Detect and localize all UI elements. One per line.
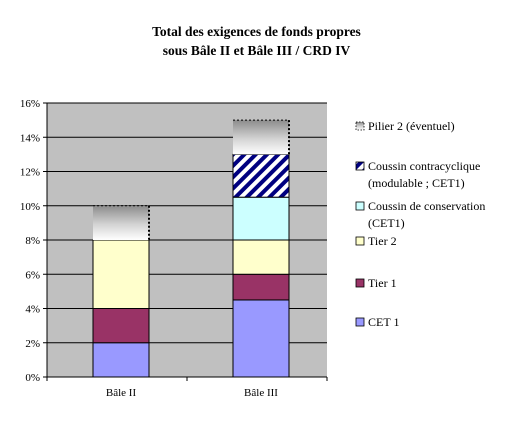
bar-segment-1-1 xyxy=(92,342,150,378)
chart-title-line-2: sous Bâle II et Bâle III / CRD IV xyxy=(162,43,351,58)
legend-item: Tier 2 xyxy=(355,234,397,248)
bar-segment-2-6 xyxy=(233,120,289,155)
bar-segment-2-4 xyxy=(232,196,290,241)
bar-segment-2-2 xyxy=(232,273,290,301)
y-tick-label: 16% xyxy=(20,98,40,110)
legend-swatch xyxy=(355,161,365,171)
legend-label: (CET1) xyxy=(368,216,405,230)
legend-label: CET 1 xyxy=(368,315,399,329)
y-tick-label: 2% xyxy=(25,338,40,350)
y-tick-label: 4% xyxy=(25,304,40,316)
legend-label: Coussin de conservation xyxy=(368,199,485,213)
legend-item: Coussin de conservation (CET1) xyxy=(355,199,485,230)
y-tick-label: 10% xyxy=(20,201,40,213)
bar-segment-1-2 xyxy=(92,308,150,344)
x-tick-label: Bâle III xyxy=(244,387,278,399)
y-tick-label: 8% xyxy=(25,235,40,247)
y-tick-label: 6% xyxy=(25,269,40,281)
legend-swatch xyxy=(355,121,365,131)
bar-segment-1-3 xyxy=(92,239,150,309)
legend-swatch xyxy=(355,317,365,327)
y-tick-label: 0% xyxy=(25,372,40,384)
legend-label: Tier 1 xyxy=(368,276,397,290)
chart-title-line-1: Total des exigences de fonds propres xyxy=(152,24,361,39)
bar-segment-2-3 xyxy=(232,239,290,275)
x-tick-label: Bâle II xyxy=(106,387,137,399)
legend-label: Pilier 2 (éventuel) xyxy=(368,119,455,133)
legend-item: Tier 1 xyxy=(355,276,397,290)
bar-segment-1-6 xyxy=(93,205,149,240)
legend-swatch xyxy=(355,236,365,246)
legend-label: Coussin contracyclique xyxy=(368,159,480,173)
legend-label: Tier 2 xyxy=(368,234,397,248)
y-tick-label: 12% xyxy=(20,167,40,179)
chart-title: Total des exigences de fonds propres sou… xyxy=(0,22,513,60)
legend-label: (modulable ; CET1) xyxy=(368,176,465,190)
legend-item: CET 1 xyxy=(355,315,399,329)
bar-segment-2-5 xyxy=(232,153,290,198)
legend-item: Coussin contracyclique (modulable ; CET1) xyxy=(355,159,480,190)
legend-swatch xyxy=(355,201,365,211)
legend-swatch xyxy=(355,278,365,288)
legend-item: Pilier 2 (éventuel) xyxy=(355,119,455,133)
y-tick-label: 14% xyxy=(20,132,40,144)
bar-segment-2-1 xyxy=(232,299,290,378)
